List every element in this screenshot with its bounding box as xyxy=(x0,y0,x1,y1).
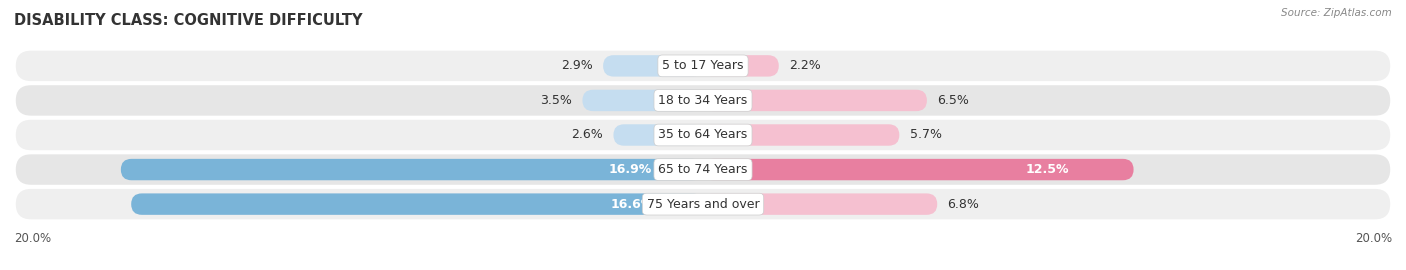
FancyBboxPatch shape xyxy=(15,189,1391,219)
Text: 16.6%: 16.6% xyxy=(610,198,654,211)
Text: 20.0%: 20.0% xyxy=(1355,232,1392,245)
Text: 16.9%: 16.9% xyxy=(609,163,652,176)
FancyBboxPatch shape xyxy=(15,85,1391,116)
FancyBboxPatch shape xyxy=(15,51,1391,81)
Text: 65 to 74 Years: 65 to 74 Years xyxy=(658,163,748,176)
Text: 3.5%: 3.5% xyxy=(540,94,572,107)
Text: 2.6%: 2.6% xyxy=(571,129,603,141)
Text: 75 Years and over: 75 Years and over xyxy=(647,198,759,211)
Text: 20.0%: 20.0% xyxy=(14,232,51,245)
Text: 5 to 17 Years: 5 to 17 Years xyxy=(662,59,744,72)
FancyBboxPatch shape xyxy=(603,55,703,77)
FancyBboxPatch shape xyxy=(703,124,900,146)
Text: Source: ZipAtlas.com: Source: ZipAtlas.com xyxy=(1281,8,1392,18)
Text: 2.2%: 2.2% xyxy=(789,59,821,72)
Text: 6.8%: 6.8% xyxy=(948,198,980,211)
FancyBboxPatch shape xyxy=(703,193,938,215)
FancyBboxPatch shape xyxy=(15,154,1391,185)
FancyBboxPatch shape xyxy=(582,90,703,111)
FancyBboxPatch shape xyxy=(703,55,779,77)
FancyBboxPatch shape xyxy=(703,90,927,111)
Text: 35 to 64 Years: 35 to 64 Years xyxy=(658,129,748,141)
FancyBboxPatch shape xyxy=(131,193,703,215)
Text: 18 to 34 Years: 18 to 34 Years xyxy=(658,94,748,107)
FancyBboxPatch shape xyxy=(15,120,1391,150)
Text: 12.5%: 12.5% xyxy=(1025,163,1069,176)
Text: DISABILITY CLASS: COGNITIVE DIFFICULTY: DISABILITY CLASS: COGNITIVE DIFFICULTY xyxy=(14,13,363,28)
Text: 6.5%: 6.5% xyxy=(938,94,969,107)
FancyBboxPatch shape xyxy=(121,159,703,180)
FancyBboxPatch shape xyxy=(703,159,1133,180)
Text: 5.7%: 5.7% xyxy=(910,129,942,141)
Text: 2.9%: 2.9% xyxy=(561,59,593,72)
FancyBboxPatch shape xyxy=(613,124,703,146)
